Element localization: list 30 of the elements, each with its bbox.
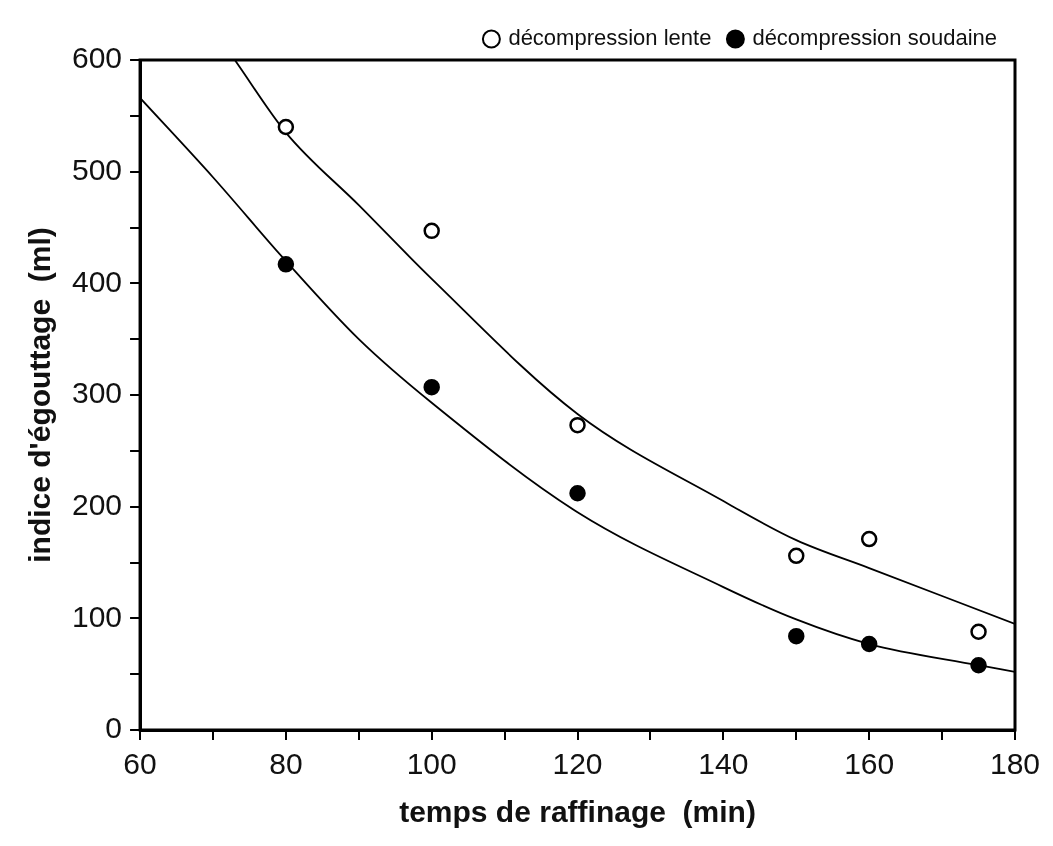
y-tick-label: 100 — [71, 599, 123, 633]
point — [970, 623, 987, 640]
y-tick-label: 600 — [71, 41, 123, 75]
y-tick-label: 300 — [71, 376, 123, 410]
y-tick-label: 400 — [71, 264, 123, 298]
x-axis-title: temps de raffinage (min) — [399, 795, 756, 829]
point — [423, 222, 440, 240]
point — [788, 627, 805, 645]
point — [970, 656, 987, 674]
x-tick-label: 160 — [844, 747, 895, 781]
point — [860, 635, 878, 653]
y-axis-title: indice d'égouttage (ml) — [23, 227, 57, 563]
point — [423, 378, 440, 396]
point — [277, 118, 295, 136]
x-tick-label: 60 — [123, 747, 157, 781]
point — [569, 485, 586, 502]
x-tick-label: 80 — [269, 747, 303, 781]
y-tick-label: 200 — [71, 487, 123, 521]
x-tick-label: 120 — [552, 747, 603, 781]
x-tick-label: 140 — [698, 747, 749, 781]
point — [569, 416, 586, 434]
point — [277, 256, 295, 273]
point — [860, 530, 878, 548]
legend-label: décompression lente — [508, 25, 712, 51]
x-tick-label: 180 — [989, 747, 1041, 781]
legend-label: décompression soudaine — [752, 25, 998, 51]
y-tick-label: 500 — [71, 152, 123, 186]
x-tick-label: 100 — [406, 747, 457, 781]
y-tick-label: 0 — [105, 711, 123, 745]
point — [788, 547, 805, 565]
